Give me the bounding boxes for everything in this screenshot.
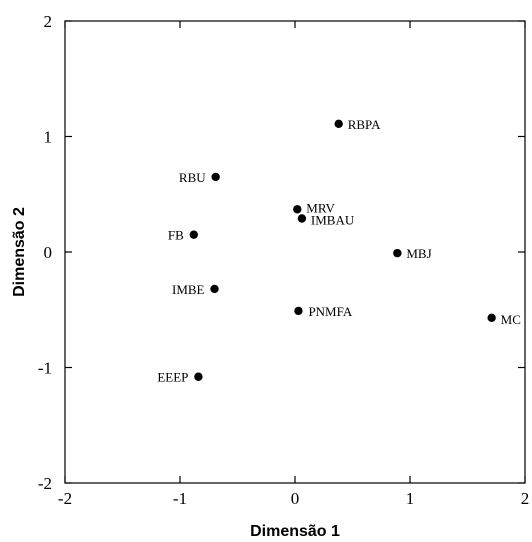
x-tick-label: 1 [406, 489, 415, 508]
point-marker [393, 248, 402, 258]
point-marker [487, 313, 496, 323]
point-label: FB [168, 228, 184, 243]
point-marker [293, 205, 302, 214]
point-label: MC [501, 312, 521, 327]
y-axis-title: Dimensão 2 [11, 207, 28, 297]
y-tick-label: 0 [44, 243, 53, 262]
x-tick-label: -1 [173, 489, 187, 508]
point-label: PNMFA [308, 304, 352, 319]
y-tick-label: 1 [44, 128, 53, 147]
plot-frame [64, 20, 526, 484]
point-label: IMBE [172, 282, 205, 297]
point-marker [189, 230, 198, 239]
point-marker [210, 284, 219, 294]
x-tick-label: -2 [58, 489, 72, 508]
point-label: MRV [306, 200, 335, 215]
x-tick-label: 2 [521, 489, 530, 508]
x-axis-ticks: -2 -1 0 1 2 [58, 21, 529, 508]
point-label: MBJ [406, 246, 431, 261]
point-label: EEEP [157, 370, 188, 385]
y-axis-ticks: -2 -1 0 1 2 [38, 12, 525, 493]
point-marker [334, 119, 343, 128]
point-marker [294, 306, 303, 316]
point-marker [194, 372, 203, 381]
point-marker [297, 214, 307, 223]
y-tick-label: -1 [38, 359, 52, 378]
y-tick-label: -2 [38, 474, 52, 493]
point-label: RBPA [348, 117, 381, 132]
point-marker [211, 172, 220, 182]
x-tick-label: 0 [291, 489, 300, 508]
x-axis-title: Dimensão 1 [250, 523, 340, 540]
point-label: IMBAU [311, 213, 355, 228]
point-label: RBU [179, 170, 206, 185]
y-tick-label: 2 [44, 12, 53, 31]
